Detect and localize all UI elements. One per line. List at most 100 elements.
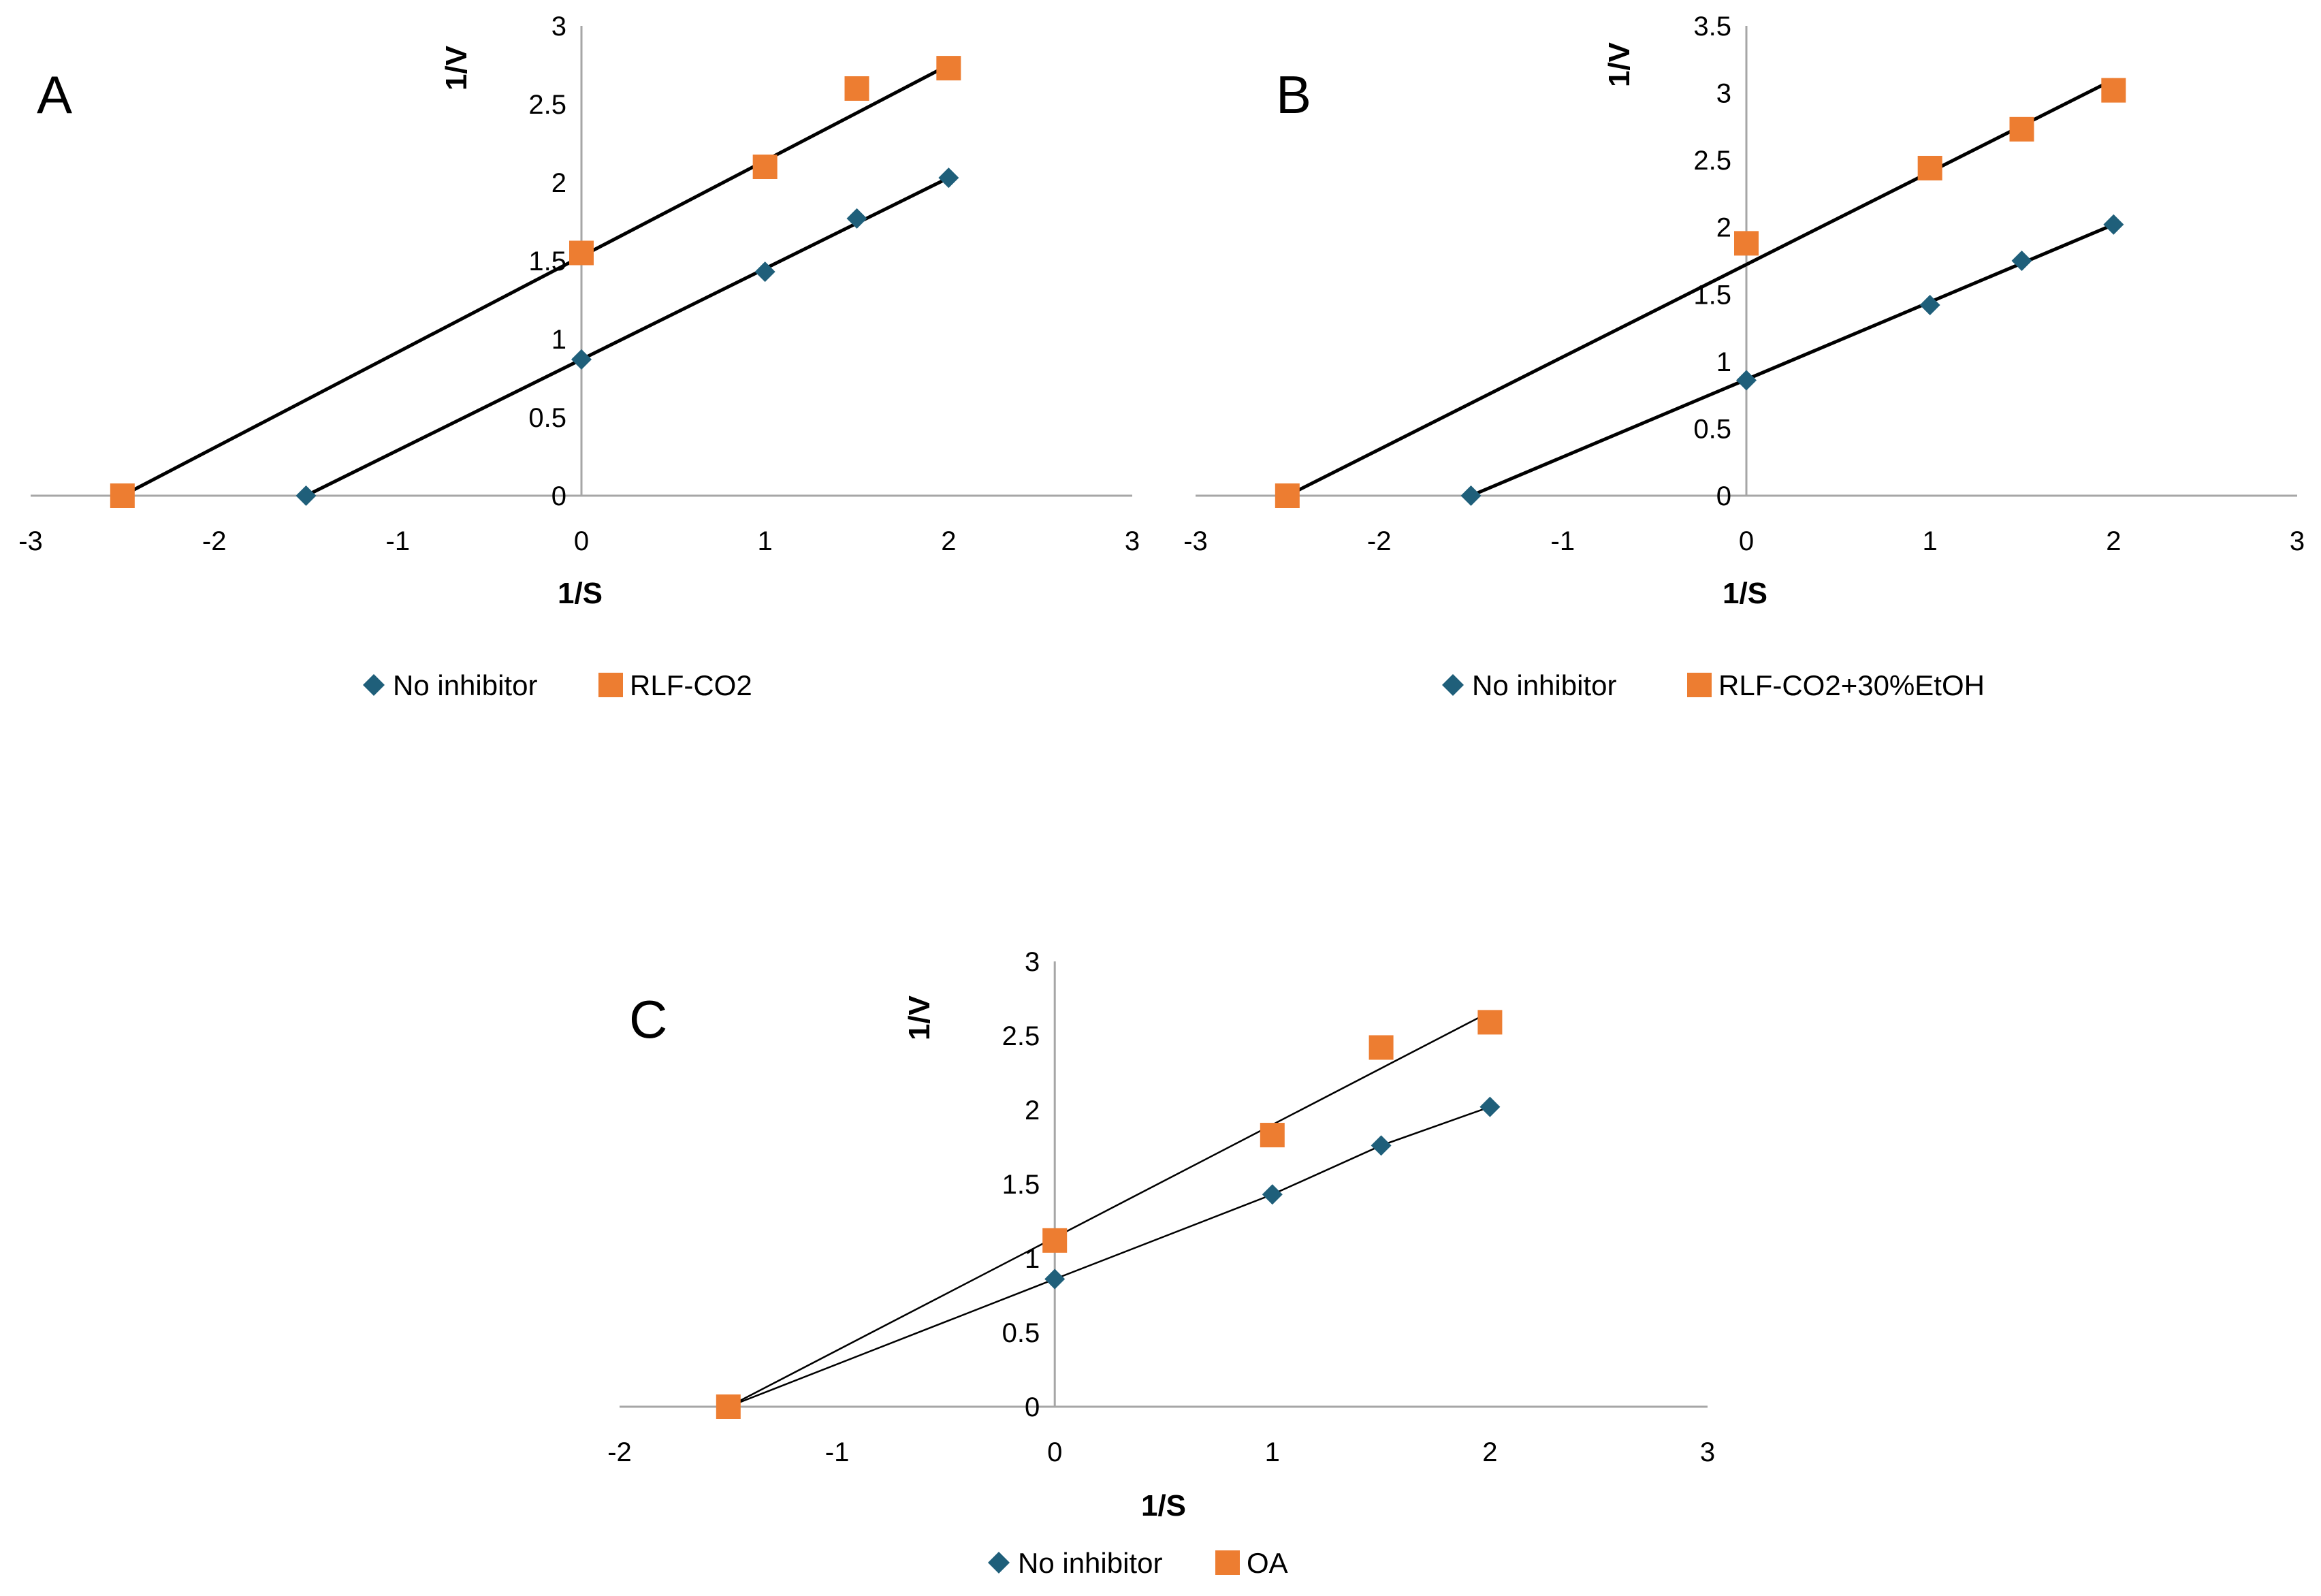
- x-tick-label: 0: [1047, 1437, 1062, 1467]
- data-point-inhibitor: [1042, 1228, 1068, 1253]
- y-tick-label: 2.5: [1002, 1021, 1040, 1051]
- y-axis-label: 1/V: [903, 995, 936, 1040]
- x-tick-label: -1: [386, 526, 411, 556]
- y-tick-label: 2.5: [528, 90, 566, 120]
- y-tick-label: 0.5: [1693, 414, 1731, 444]
- plot-area: -3 -2 -1 0 1 2 3 0 0.5 1 1.5 2 2.5 3: [18, 12, 1140, 556]
- data-point-no-inhibitor: [571, 349, 592, 370]
- y-tick-label: 0: [551, 481, 566, 511]
- y-tick-label: 2: [1716, 213, 1731, 243]
- y-tick-label: 3: [551, 12, 566, 42]
- trendline-no-inhibitor: [1470, 223, 2115, 498]
- x-tick-label: -2: [607, 1437, 632, 1467]
- x-tick-label: 2: [941, 526, 956, 556]
- legend-label-inhibitor: OA: [1247, 1547, 1288, 1579]
- legend-marker-no-inhibitor: [363, 674, 385, 696]
- data-point-no-inhibitor: [2011, 251, 2032, 271]
- legend: No inhibitor RLF-CO2+30%EtOH: [1442, 669, 1985, 701]
- data-point-inhibitor: [1917, 155, 1942, 180]
- panel-a: A 1/S 1/V No inhibitor RLF-CO2 -3 -2 -1 0 1 2…: [18, 12, 1140, 701]
- x-tick-label: 0: [574, 526, 589, 556]
- x-tick-label: -3: [1183, 526, 1208, 556]
- y-tick-label: 0: [1716, 481, 1731, 511]
- y-tick-label: 1.5: [1002, 1170, 1040, 1200]
- legend-label-no-inhibitor: No inhibitor: [1018, 1547, 1162, 1579]
- data-point-no-inhibitor: [754, 261, 775, 283]
- y-tick-label: 3.5: [1693, 12, 1731, 42]
- trendline-inhibitor: [1286, 78, 2115, 498]
- data-point-inhibitor: [569, 240, 594, 266]
- panel-b: B 1/S 1/V No inhibitor RLF-CO2+30%EtOH -…: [1183, 12, 2305, 701]
- data-point-inhibitor: [2009, 116, 2034, 142]
- legend-label-no-inhibitor: No inhibitor: [393, 669, 537, 701]
- legend-marker-inhibitor: [1215, 1550, 1240, 1575]
- data-point-inhibitor: [1275, 483, 1300, 508]
- y-axis-label: 1/V: [440, 45, 473, 91]
- data-point-no-inhibitor: [846, 208, 867, 229]
- data-point-inhibitor: [716, 1394, 741, 1419]
- x-tick-label: -3: [18, 526, 43, 556]
- y-tick-label: 0: [1025, 1392, 1040, 1422]
- x-tick-label: 3: [1700, 1437, 1715, 1467]
- plot-area: -2 -1 0 1 2 300.511.522.53: [607, 947, 1715, 1467]
- trendline-no-inhibitor: [305, 176, 950, 498]
- legend-label-inhibitor: RLF-CO2: [630, 669, 752, 701]
- x-tick-label: 3: [2290, 526, 2305, 556]
- legend-marker-no-inhibitor: [988, 1552, 1010, 1574]
- panel-letter: C: [629, 989, 667, 1049]
- data-point-no-inhibitor: [1736, 370, 1757, 391]
- legend-marker-inhibitor: [598, 673, 623, 697]
- panel-c: C 1/S 1/V No inhibitor OA -2 -1 0 1 2 300.511…: [607, 947, 1715, 1579]
- x-tick-label: 2: [2106, 526, 2121, 556]
- trendline-inhibitor: [728, 1011, 1490, 1408]
- y-tick-label: 1: [1716, 347, 1731, 377]
- data-point-no-inhibitor: [1371, 1135, 1392, 1156]
- data-point-inhibitor: [844, 76, 869, 101]
- data-point-no-inhibitor: [1919, 295, 1940, 316]
- data-point-inhibitor: [1260, 1123, 1285, 1148]
- x-axis-label: 1/S: [1723, 577, 1767, 610]
- data-point-no-inhibitor: [1460, 485, 1482, 506]
- data-point-inhibitor: [1734, 231, 1759, 256]
- panel-letter: B: [1276, 65, 1311, 125]
- y-tick-label: 1.5: [528, 246, 566, 276]
- y-tick-label: 3: [1025, 947, 1040, 977]
- data-point-no-inhibitor: [1479, 1096, 1501, 1117]
- data-point-no-inhibitor: [2103, 214, 2124, 235]
- x-tick-label: -1: [1551, 526, 1575, 556]
- legend-marker-no-inhibitor: [1442, 674, 1464, 696]
- y-tick-label: 0.5: [528, 403, 566, 433]
- x-tick-label: 3: [1125, 526, 1140, 556]
- x-axis-label: 1/S: [1141, 1489, 1186, 1522]
- data-point-inhibitor: [2101, 78, 2126, 103]
- y-axis-label: 1/V: [1603, 42, 1636, 87]
- y-tick-label: 2: [551, 168, 566, 198]
- x-tick-label: 2: [1482, 1437, 1497, 1467]
- x-tick-label: 1: [1923, 526, 1938, 556]
- x-tick-label: -2: [202, 526, 227, 556]
- legend: No inhibitor RLF-CO2: [363, 669, 752, 701]
- legend-marker-inhibitor: [1687, 673, 1712, 697]
- data-point-no-inhibitor: [1262, 1184, 1283, 1205]
- legend-label-no-inhibitor: No inhibitor: [1472, 669, 1616, 701]
- x-tick-label: 1: [1265, 1437, 1280, 1467]
- y-tick-label: 3: [1716, 79, 1731, 109]
- trendline-inhibitor: [121, 63, 950, 498]
- plot-area: -3 -2 -1 0 1 2 3 0 0.5 1 1.5 2 2.5 3 3.5: [1183, 12, 2305, 556]
- x-tick-label: -2: [1367, 526, 1392, 556]
- x-tick-label: 0: [1739, 526, 1754, 556]
- data-point-inhibitor: [752, 155, 778, 179]
- y-tick-label: 1: [551, 325, 566, 355]
- y-tick-label: 2.5: [1693, 146, 1731, 176]
- x-axis-label: 1/S: [558, 577, 603, 610]
- legend-label-inhibitor: RLF-CO2+30%EtOH: [1718, 669, 1985, 701]
- y-tick-label: 1.5: [1693, 280, 1731, 310]
- data-point-inhibitor: [1368, 1035, 1394, 1060]
- data-point-inhibitor: [1477, 1010, 1503, 1035]
- y-tick-label: 0.5: [1002, 1318, 1040, 1348]
- data-point-inhibitor: [936, 56, 961, 81]
- legend: No inhibitor OA: [988, 1547, 1288, 1579]
- x-tick-label: -1: [825, 1437, 850, 1467]
